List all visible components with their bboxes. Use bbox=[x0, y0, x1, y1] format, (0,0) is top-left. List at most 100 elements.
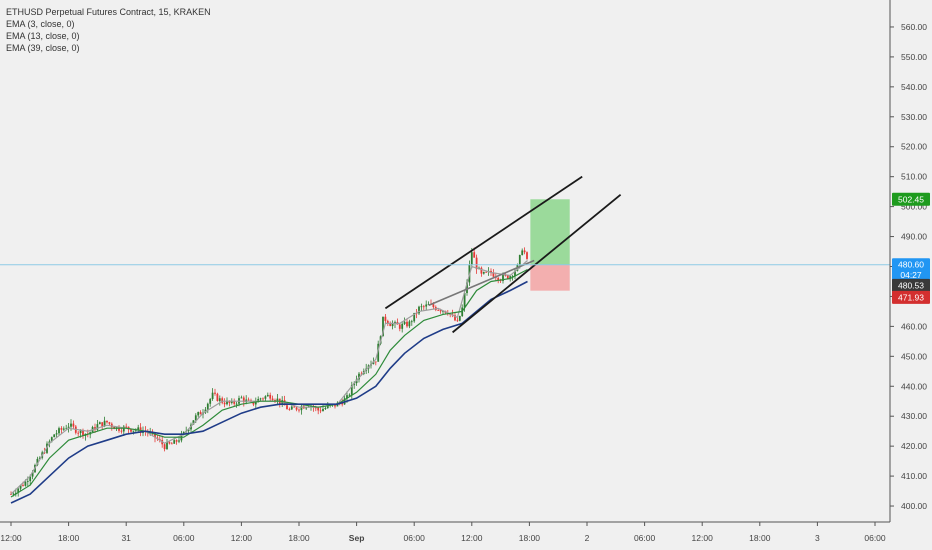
ema13-label[interactable]: EMA (13, close, 0) bbox=[6, 31, 80, 41]
candle-body bbox=[228, 400, 231, 403]
candle-body bbox=[103, 420, 106, 427]
candle-body bbox=[168, 442, 171, 444]
candle-body bbox=[439, 310, 442, 312]
candle-body bbox=[14, 492, 17, 494]
price-badge-label: 04:27 bbox=[900, 270, 922, 280]
symbol-title[interactable]: ETHUSD Perpetual Futures Contract, 15, K… bbox=[6, 7, 211, 17]
candle-body bbox=[211, 392, 214, 400]
candle-body bbox=[252, 401, 255, 405]
candle-body bbox=[341, 402, 344, 405]
time-tick-label: 12:00 bbox=[692, 533, 714, 543]
candle-body bbox=[350, 385, 353, 395]
price-tick-label: 460.00 bbox=[901, 321, 927, 331]
price-tick-label: 560.00 bbox=[901, 22, 927, 32]
price-tick-label: 530.00 bbox=[901, 112, 927, 122]
price-badge bbox=[892, 290, 930, 304]
ema39-label[interactable]: EMA (39, close, 0) bbox=[6, 43, 80, 53]
candle-body bbox=[288, 409, 291, 411]
time-tick-label: 3 bbox=[815, 533, 820, 543]
candle-body bbox=[130, 429, 132, 432]
time-tick-label: 18:00 bbox=[749, 533, 771, 543]
candle-body bbox=[454, 315, 456, 321]
candle-body bbox=[420, 306, 423, 308]
candle-body bbox=[199, 412, 202, 415]
time-tick-label: 06:00 bbox=[864, 533, 886, 543]
candle-body bbox=[298, 409, 300, 411]
candle-body bbox=[374, 361, 377, 363]
lower-channel-line bbox=[452, 193, 622, 334]
candle-body bbox=[391, 323, 394, 327]
candle-body bbox=[214, 392, 216, 394]
candle-body bbox=[319, 410, 322, 412]
candle-body bbox=[26, 481, 29, 482]
candle-body bbox=[166, 442, 168, 450]
candle-body bbox=[19, 485, 22, 489]
price-badge bbox=[892, 268, 930, 282]
stop-zone bbox=[530, 264, 570, 291]
candle-body bbox=[230, 401, 233, 403]
candle-body bbox=[348, 394, 351, 396]
candle-body bbox=[170, 443, 173, 445]
price-tick-label: 410.00 bbox=[901, 471, 927, 481]
price-badge-label: 471.93 bbox=[898, 292, 924, 302]
price-tick-label: 440.00 bbox=[901, 381, 927, 391]
candle-body bbox=[389, 323, 392, 327]
candle-body bbox=[326, 405, 329, 408]
candle-body bbox=[264, 396, 267, 399]
candle-body bbox=[523, 250, 526, 253]
candle-body bbox=[254, 402, 257, 405]
price-badge bbox=[892, 278, 930, 292]
candle-body bbox=[317, 407, 320, 411]
time-axis[interactable]: 12:00 18:00 31 06:00 12:00 18:00 Sep 06:00 12:00… bbox=[0, 521, 890, 543]
candle-body bbox=[197, 412, 200, 416]
candle-body bbox=[226, 400, 228, 405]
candle-body bbox=[240, 397, 243, 399]
time-tick-label: 06:00 bbox=[634, 533, 656, 543]
candle-body bbox=[382, 316, 384, 337]
candle-body bbox=[358, 373, 360, 380]
candle-body bbox=[470, 252, 473, 265]
time-tick-label: 31 bbox=[121, 533, 131, 543]
candle-body bbox=[247, 399, 250, 401]
candle-body bbox=[314, 407, 317, 409]
candle-body bbox=[17, 488, 20, 493]
trendlines[interactable] bbox=[384, 175, 622, 334]
mid-channel-line bbox=[428, 259, 535, 307]
candle-body bbox=[290, 406, 293, 410]
time-tick-label: 06:00 bbox=[173, 533, 195, 543]
candle-body bbox=[96, 424, 99, 430]
price-tick-label: 430.00 bbox=[901, 411, 927, 421]
candle-body bbox=[125, 426, 128, 428]
price-badge-label: 480.53 bbox=[898, 280, 924, 290]
candle-body bbox=[346, 395, 348, 399]
candle-body bbox=[163, 444, 166, 450]
candle-body bbox=[209, 399, 212, 404]
upper-channel-line bbox=[384, 175, 583, 310]
candle-body bbox=[266, 394, 269, 397]
candle-body bbox=[101, 422, 104, 427]
candle-body bbox=[518, 255, 521, 265]
candle-body bbox=[506, 275, 509, 279]
price-tick-label: 400.00 bbox=[901, 501, 927, 511]
candle-body bbox=[355, 379, 358, 384]
candle-body bbox=[334, 404, 336, 407]
candle-body bbox=[72, 423, 75, 427]
candle-body bbox=[463, 293, 466, 308]
candle-body bbox=[526, 252, 528, 259]
candle-body bbox=[106, 420, 108, 423]
ema3-label[interactable]: EMA (3, close, 0) bbox=[6, 19, 75, 29]
price-badge bbox=[892, 258, 930, 272]
candle-body bbox=[10, 494, 12, 495]
candle-body bbox=[134, 430, 137, 431]
candle-body bbox=[456, 320, 459, 322]
candle-body bbox=[475, 257, 478, 270]
price-tick-label: 510.00 bbox=[901, 172, 927, 182]
candle-body bbox=[50, 437, 53, 442]
candle-body bbox=[233, 401, 236, 404]
candle-body bbox=[53, 434, 56, 438]
long-position-tool[interactable] bbox=[530, 199, 570, 291]
candle-body bbox=[473, 252, 476, 258]
candle-body bbox=[218, 398, 221, 401]
